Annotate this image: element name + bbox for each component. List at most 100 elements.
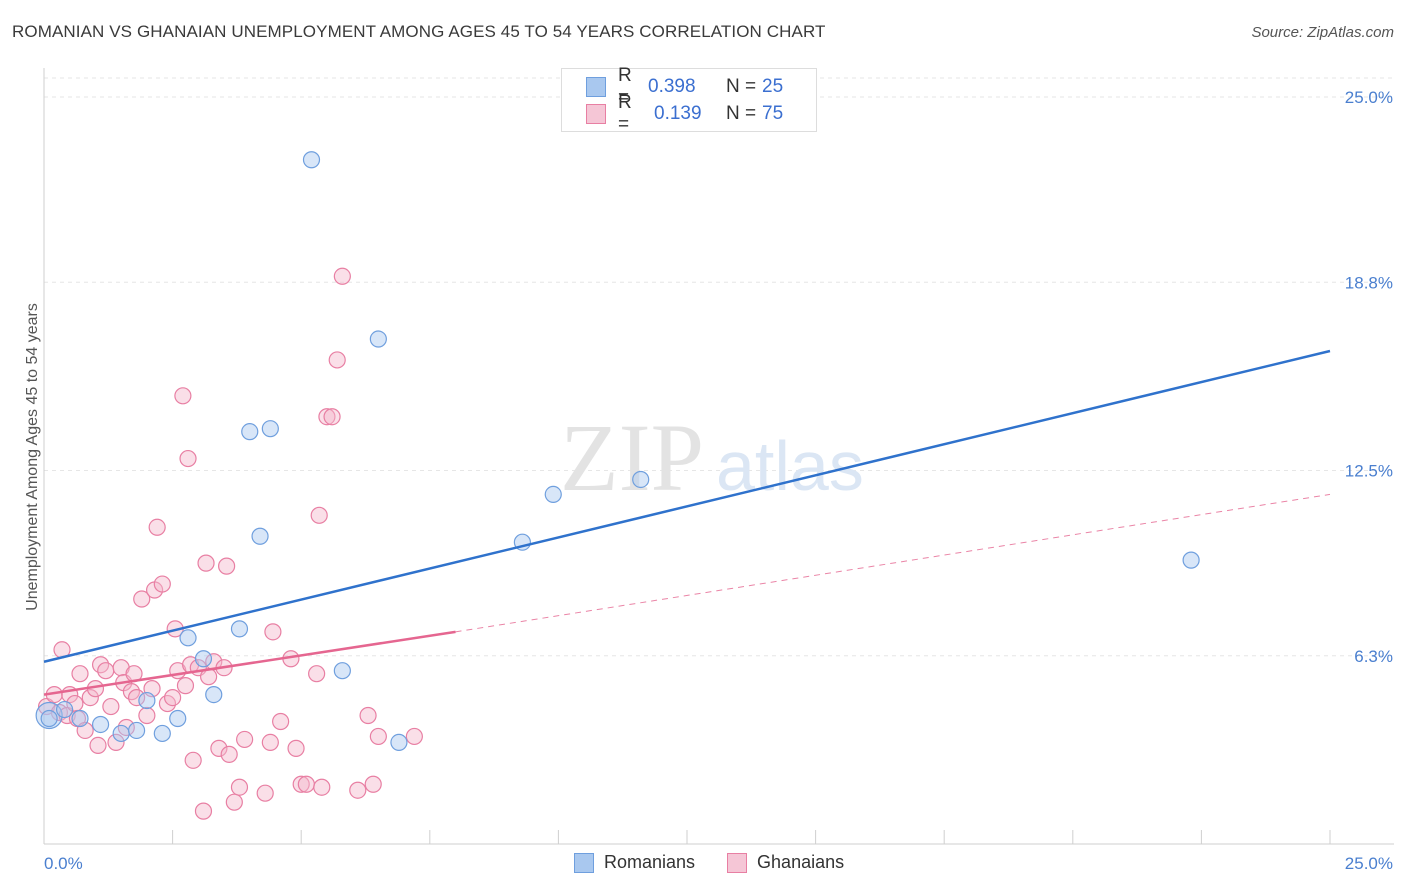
ghanaian-point	[261, 733, 279, 752]
ghanaian-point	[359, 706, 377, 725]
romanian-point	[55, 700, 74, 719]
ghanaian-point	[133, 590, 151, 608]
ghanaian-point	[333, 267, 351, 285]
ghanaian-point	[218, 557, 236, 575]
ghanaian-point	[369, 727, 387, 746]
ghanaian-point	[164, 688, 182, 707]
ghanaians-n-value: 75	[762, 103, 784, 124]
romanian-point	[230, 620, 249, 638]
x-tick-label: 0.0%	[44, 854, 83, 873]
ghanaian-point	[179, 449, 197, 468]
romanian-trend-line	[43, 349, 1331, 663]
tick-labels: 25.0% 18.8% 12.5% 6.3% 0.0% 25.0%	[44, 88, 1393, 873]
ghanaian-point	[256, 784, 274, 802]
legend-n-label: N =	[726, 103, 757, 124]
ghanaians-r-value: 0.139	[654, 103, 702, 124]
romanian-point	[632, 470, 650, 489]
ghanaian-point	[107, 733, 125, 752]
legend: R = 0.398 N = 25 R = 0.139 N = 75	[561, 65, 817, 135]
legend-n-label: N =	[726, 76, 757, 97]
romanian-point	[544, 485, 562, 504]
romanians-swatch	[574, 852, 594, 873]
y-axis-label: Unemployment Among Ages 45 to 54 years	[24, 303, 41, 611]
legend-r-label: R =	[618, 65, 632, 108]
romanian-point	[112, 724, 130, 743]
romanians-swatch	[586, 77, 606, 97]
romanians-n-value: 25	[762, 76, 784, 97]
chart-title: ROMANIAN VS GHANAIAN UNEMPLOYMENT AMONG …	[12, 22, 826, 41]
grid-lines	[44, 77, 1394, 657]
y-tick-label: 18.8%	[1345, 273, 1393, 292]
ghanaian-point	[364, 775, 382, 793]
ghanaian-point	[81, 688, 99, 707]
romanian-point	[138, 691, 156, 710]
x-tick-label: 25.0%	[1345, 854, 1393, 873]
romanian-point	[194, 650, 213, 668]
ghanaian-point	[174, 387, 192, 405]
ghanaian-point	[405, 727, 423, 746]
source-label: Source: ZipAtlas.com	[1251, 24, 1394, 41]
romanian-point	[91, 715, 110, 734]
ghanaian-point	[328, 351, 346, 369]
ghanaian-point	[292, 775, 310, 793]
ghanaian-point	[318, 408, 336, 426]
romanian-point	[169, 709, 187, 728]
ghanaian-point	[97, 662, 115, 680]
romanian-point	[205, 685, 223, 704]
ghanaian-point	[308, 665, 326, 683]
romanian-point	[40, 709, 58, 728]
ghanaian-point	[71, 665, 89, 683]
romanian-points	[35, 151, 1200, 752]
ghanaian-point	[127, 688, 146, 707]
ghanaian-point	[264, 623, 282, 641]
ghanaian-point	[349, 781, 367, 799]
bottom-legend-romanians: Romanians	[574, 852, 695, 873]
ghanaian-point	[153, 575, 171, 593]
romanian-point	[241, 423, 259, 441]
romanian-point	[302, 151, 321, 169]
ghanaian-point	[230, 778, 249, 796]
ghanaian-point	[176, 677, 195, 695]
y-tick-label: 6.3%	[1354, 647, 1393, 666]
bottom-legend: Romanians Ghanaians	[574, 852, 876, 873]
ghanaian-point	[313, 778, 331, 796]
y-tick-label: 12.5%	[1345, 462, 1393, 481]
ghanaian-point	[287, 739, 305, 757]
ghanaian-point	[210, 739, 228, 757]
ghanaian-point	[323, 408, 341, 426]
romanian-point	[35, 701, 63, 730]
watermark-atlas: atlas	[716, 427, 864, 505]
ghanaian-point	[138, 706, 156, 725]
ghanaian-point	[66, 694, 84, 713]
bottom-legend-romanians-label: Romanians	[604, 852, 696, 872]
ghanaian-points	[37, 267, 423, 820]
romanian-point	[179, 629, 197, 647]
legend-r-label: R =	[618, 92, 632, 135]
ghanaian-point	[194, 802, 213, 820]
ghanaian-point	[197, 554, 215, 572]
ghanaians-swatch	[727, 852, 748, 873]
y-tick-label: 25.0%	[1345, 88, 1393, 107]
ghanaian-point	[220, 745, 238, 763]
legend-row-ghanaians: R = 0.139 N = 75	[586, 92, 784, 135]
ghanaian-point	[272, 712, 290, 731]
ghanaians-swatch	[586, 104, 606, 124]
ghanaian-point	[297, 775, 315, 793]
romanian-point	[127, 721, 146, 740]
ghanaian-point	[148, 518, 166, 536]
trend-lines	[43, 349, 1331, 696]
bottom-legend-ghanaians-label: Ghanaians	[757, 852, 845, 872]
ghanaian-point	[310, 506, 328, 524]
ghanaian-trend-extension	[455, 493, 1331, 633]
ghanaian-point	[184, 751, 202, 769]
ghanaian-trend-line	[43, 630, 456, 696]
romanian-point	[261, 420, 279, 438]
legend-row-romanians: R = 0.398 N = 25	[586, 65, 784, 108]
ghanaian-point	[102, 697, 120, 716]
romanian-point	[333, 662, 351, 680]
ghanaian-point	[236, 730, 254, 749]
ghanaian-point	[89, 736, 107, 754]
bottom-legend-ghanaians: Ghanaians	[727, 852, 844, 873]
romanians-r-value: 0.398	[648, 76, 696, 97]
